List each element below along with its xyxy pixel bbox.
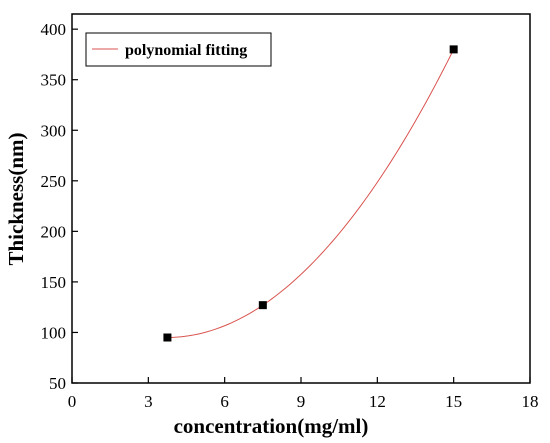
y-tick-label: 100 bbox=[41, 323, 67, 342]
data-points bbox=[163, 45, 458, 342]
x-tick-label: 3 bbox=[144, 392, 153, 411]
x-tick-label: 12 bbox=[369, 392, 386, 411]
x-axis-ticks: 0 3 6 9 12 15 18 bbox=[68, 377, 539, 411]
data-point bbox=[163, 333, 172, 342]
polynomial-fit-line bbox=[167, 49, 455, 339]
legend: polynomial fitting bbox=[85, 32, 272, 67]
x-tick-label: 6 bbox=[220, 392, 229, 411]
y-tick-label: 350 bbox=[41, 71, 67, 90]
legend-label: polynomial fitting bbox=[125, 42, 247, 59]
x-tick-label: 18 bbox=[522, 392, 539, 411]
x-tick-label: 9 bbox=[297, 392, 306, 411]
y-tick-label: 200 bbox=[41, 222, 67, 241]
y-tick-label: 300 bbox=[41, 121, 67, 140]
data-point bbox=[258, 301, 267, 310]
x-tick-label: 0 bbox=[68, 392, 77, 411]
y-tick-label: 50 bbox=[49, 374, 66, 393]
y-tick-label: 250 bbox=[41, 172, 67, 191]
y-axis-title: Thickness(nm) bbox=[4, 132, 28, 265]
plot-area-frame bbox=[71, 13, 531, 384]
y-axis-ticks: 50 100 150 200 250 300 350 400 bbox=[41, 20, 78, 393]
x-axis-title: concentration(mg/ml) bbox=[174, 414, 369, 438]
y-tick-label: 150 bbox=[41, 273, 67, 292]
data-point bbox=[449, 45, 458, 54]
x-tick-label: 15 bbox=[445, 392, 462, 411]
y-tick-label: 400 bbox=[41, 20, 67, 39]
